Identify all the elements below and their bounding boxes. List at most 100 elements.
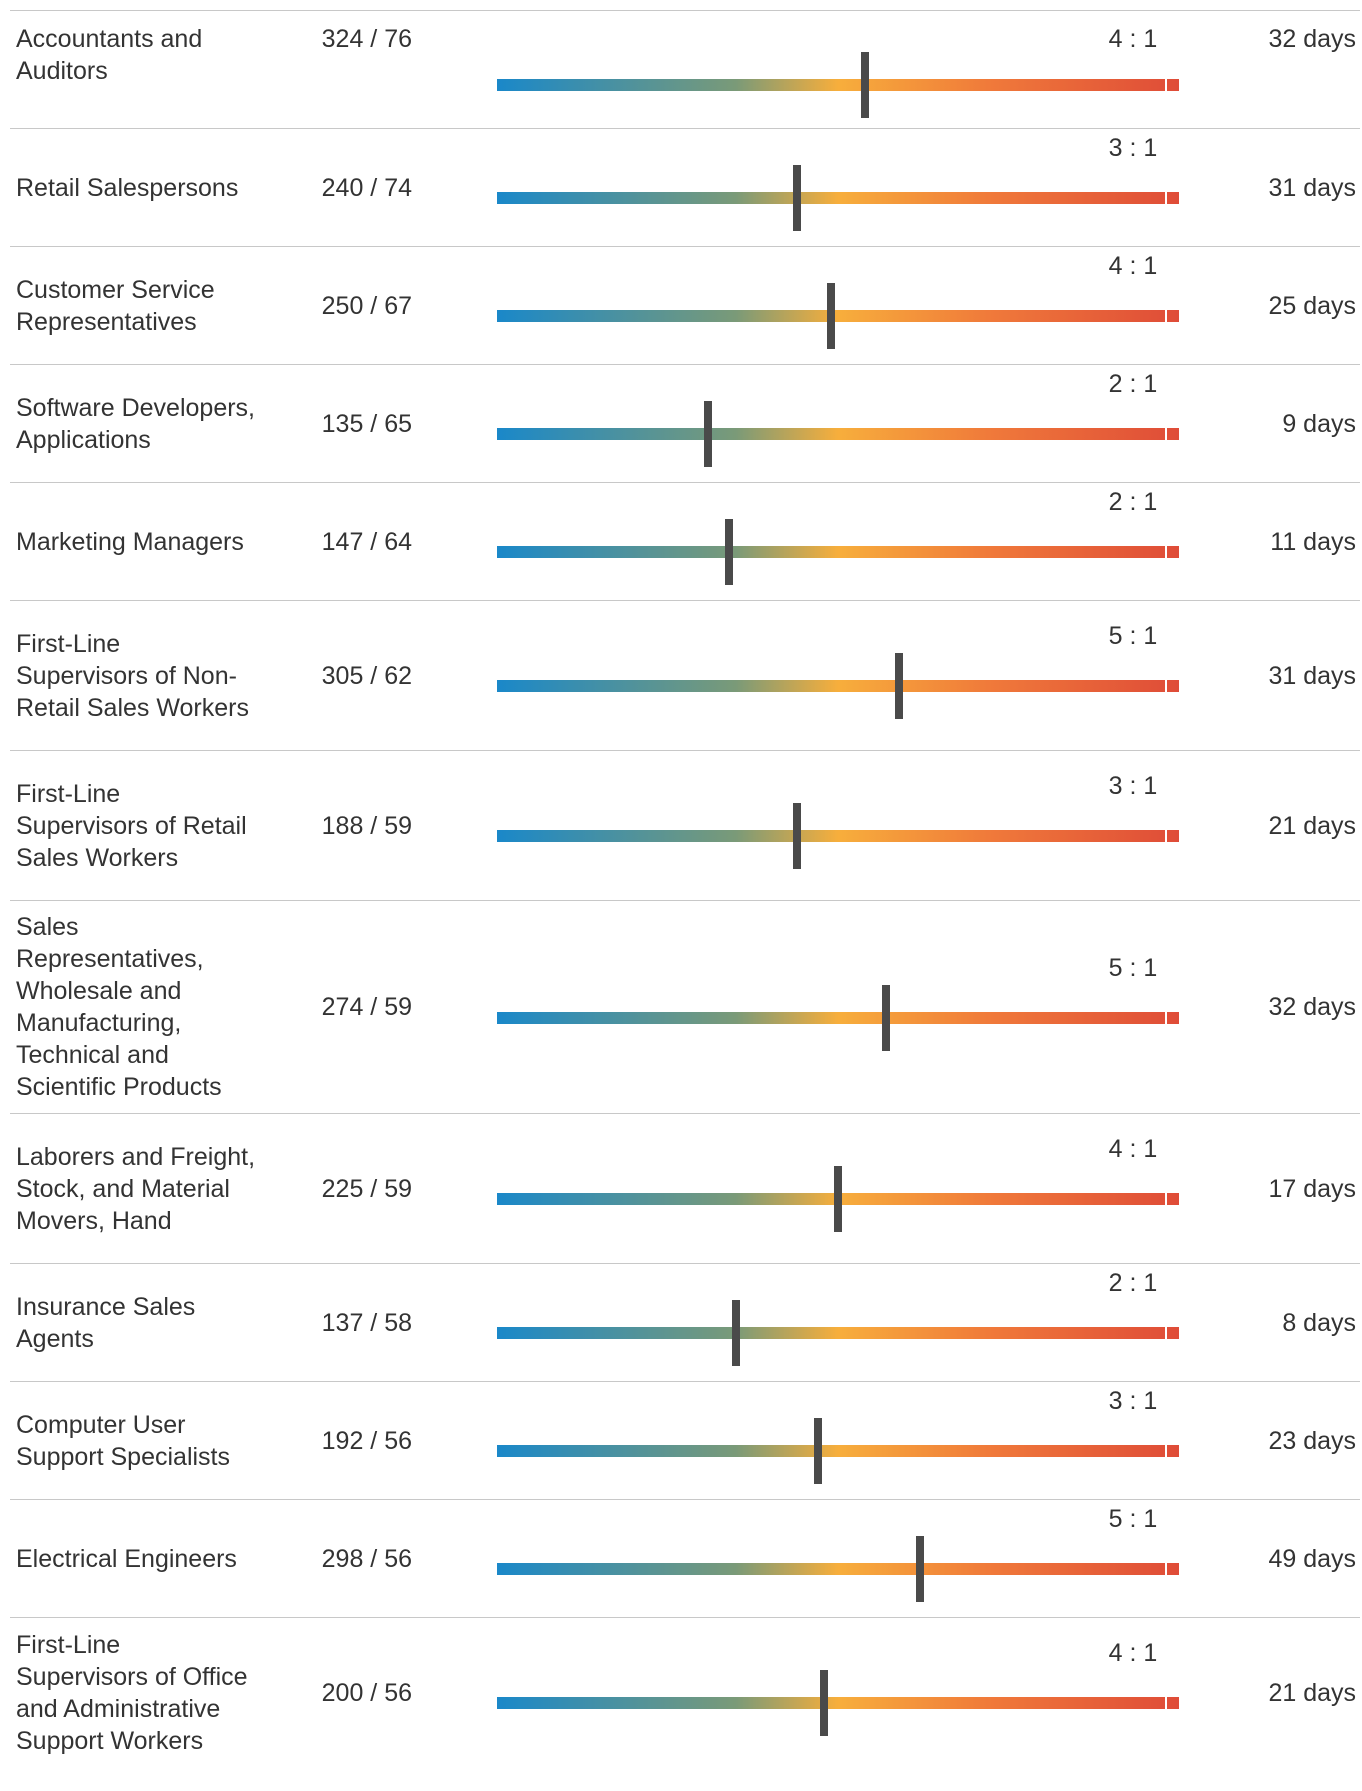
days-value: 23 days <box>1268 1426 1356 1455</box>
gradient-fill <box>497 428 1179 440</box>
ratio-label: 4 : 1 <box>1108 25 1158 53</box>
gradient-fill <box>497 1563 1179 1575</box>
gradient-bar <box>497 519 1179 585</box>
days-value: 21 days <box>1268 1678 1356 1707</box>
gradient-fill <box>497 546 1179 558</box>
ratio-label: 2 : 1 <box>1108 370 1158 398</box>
table-row: Accountants and Auditors 324 / 76 4 : 1 32 … <box>10 10 1360 128</box>
occupation-label: Retail Salespersons <box>16 173 239 202</box>
gradient-fill <box>497 1327 1179 1339</box>
gradient-bar <box>497 1670 1179 1736</box>
days-value: 17 days <box>1268 1174 1356 1203</box>
gradient-bar <box>497 985 1179 1051</box>
bar-end-notch <box>1165 830 1167 842</box>
position-marker <box>731 1300 740 1366</box>
gradient-bar <box>497 803 1179 869</box>
gradient-fill <box>497 830 1179 842</box>
position-marker <box>820 1670 829 1736</box>
counts-value: 200 / 56 <box>321 1678 412 1707</box>
counts-value: 192 / 56 <box>321 1426 412 1455</box>
table-row: Marketing Managers 147 / 64 2 : 1 11 days <box>10 482 1360 600</box>
gradient-fill <box>497 192 1179 204</box>
days-value: 32 days <box>1268 25 1356 53</box>
occupation-label: First-Line Supervisors of Non-Retail Sal… <box>16 629 249 722</box>
bar-end-notch <box>1165 192 1167 204</box>
position-marker <box>813 1418 822 1484</box>
gradient-fill <box>497 680 1179 692</box>
days-value: 31 days <box>1268 173 1356 202</box>
gradient-bar <box>497 401 1179 467</box>
bar-end-notch <box>1165 1327 1167 1339</box>
ratio-label: 2 : 1 <box>1108 1269 1158 1297</box>
ratio-label: 5 : 1 <box>1108 1505 1158 1533</box>
bar-end-notch <box>1165 1563 1167 1575</box>
position-marker <box>724 519 733 585</box>
occupation-label: Computer User Support Specialists <box>16 1410 231 1471</box>
counts-value: 298 / 56 <box>321 1544 412 1573</box>
days-value: 31 days <box>1268 661 1356 690</box>
table-row: Insurance Sales Agents 137 / 58 2 : 1 8 day… <box>10 1263 1360 1381</box>
counts-value: 324 / 76 <box>321 25 412 53</box>
table-row: First-Line Supervisors of Retail Sales W… <box>10 750 1360 900</box>
position-marker <box>881 985 890 1051</box>
counts-value: 274 / 59 <box>321 993 412 1021</box>
gradient-bar <box>497 1300 1179 1366</box>
days-value: 11 days <box>1270 527 1356 556</box>
occupation-label: Electrical Engineers <box>16 1544 237 1573</box>
counts-value: 188 / 59 <box>321 811 412 840</box>
bar-end-notch <box>1165 428 1167 440</box>
table-row: Computer User Support Specialists 192 / 5… <box>10 1381 1360 1499</box>
occupation-label: Laborers and Freight, Stock, and Materia… <box>16 1142 256 1235</box>
table-row: Customer Service Representatives 250 / 67… <box>10 246 1360 364</box>
table-row: Software Developers, Applications 135 / 6… <box>10 364 1360 482</box>
position-marker <box>861 52 870 118</box>
counts-value: 135 / 65 <box>321 409 412 438</box>
ratio-label: 3 : 1 <box>1108 134 1158 162</box>
bar-end-notch <box>1165 546 1167 558</box>
position-marker <box>704 401 713 467</box>
table-row: First-Line Supervisors of Office and Adm… <box>10 1617 1360 1767</box>
ratio-label: 5 : 1 <box>1108 622 1158 650</box>
table-row: Electrical Engineers 298 / 56 5 : 1 49 days <box>10 1499 1360 1617</box>
gradient-bar <box>497 283 1179 349</box>
occupation-label: Customer Service Representatives <box>16 275 215 336</box>
days-value: 49 days <box>1268 1544 1356 1573</box>
position-marker <box>827 283 836 349</box>
gradient-fill <box>497 1697 1179 1709</box>
counts-value: 225 / 59 <box>321 1174 412 1203</box>
table-row: Retail Salespersons 240 / 74 3 : 1 31 days <box>10 128 1360 246</box>
occupation-label: Insurance Sales Agents <box>16 1292 196 1353</box>
ratio-label: 3 : 1 <box>1108 772 1158 800</box>
gradient-fill <box>497 1012 1179 1024</box>
position-marker <box>793 803 802 869</box>
days-value: 32 days <box>1268 993 1356 1021</box>
bar-end-notch <box>1165 1445 1167 1457</box>
ratio-label: 4 : 1 <box>1108 1639 1158 1667</box>
occupation-label: Software Developers, Applications <box>16 393 256 454</box>
bar-end-notch <box>1165 1012 1167 1024</box>
bar-end-notch <box>1165 310 1167 322</box>
counts-value: 240 / 74 <box>321 173 412 202</box>
position-marker <box>834 1166 842 1232</box>
occupation-label: First-Line Supervisors of Office and Adm… <box>16 1630 248 1755</box>
counts-value: 147 / 64 <box>321 527 412 556</box>
days-value: 21 days <box>1268 811 1356 840</box>
bar-end-notch <box>1165 1193 1167 1205</box>
days-value: 25 days <box>1268 291 1356 320</box>
ratio-label: 3 : 1 <box>1108 1387 1158 1415</box>
position-marker <box>915 1536 924 1602</box>
table-row: First-Line Supervisors of Non-Retail Sal… <box>10 600 1360 750</box>
counts-value: 250 / 67 <box>321 291 412 320</box>
gradient-fill <box>497 79 1179 91</box>
gradient-fill <box>497 310 1179 322</box>
days-value: 8 days <box>1282 1308 1356 1337</box>
ratio-label: 2 : 1 <box>1108 488 1158 516</box>
table-row: Laborers and Freight, Stock, and Materia… <box>10 1113 1360 1263</box>
counts-value: 305 / 62 <box>321 661 412 690</box>
bar-end-notch <box>1165 680 1167 692</box>
occupation-label: First-Line Supervisors of Retail Sales W… <box>16 779 247 872</box>
occupation-label: Marketing Managers <box>16 527 244 556</box>
occupation-label: Sales Representatives, Wholesale and Man… <box>16 913 222 1101</box>
counts-value: 137 / 58 <box>321 1308 412 1337</box>
gradient-bar <box>497 653 1179 719</box>
